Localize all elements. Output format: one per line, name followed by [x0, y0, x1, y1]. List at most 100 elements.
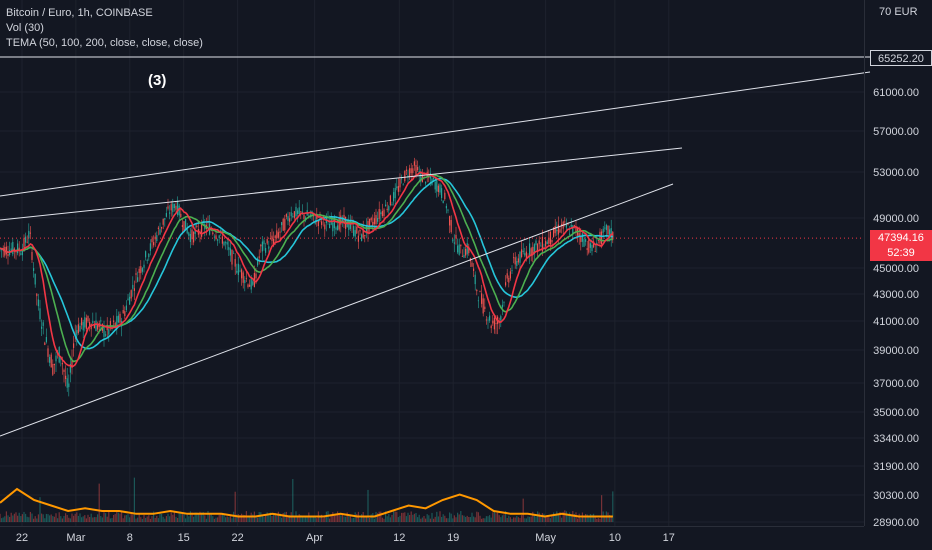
tema-indicator-label[interactable]: TEMA (50, 100, 200, close, close, close) — [6, 37, 203, 49]
volume-bar — [311, 515, 313, 522]
volume-bar — [151, 516, 153, 522]
time-tick-label: 19 — [447, 532, 459, 544]
volume-bar — [140, 517, 142, 522]
volume-bar — [340, 515, 342, 522]
candle-body — [447, 209, 449, 211]
price-tick-label: 53000.00 — [873, 167, 919, 179]
candle-body — [273, 238, 275, 245]
volume-bar — [225, 517, 227, 522]
currency-label[interactable]: 70 EUR — [879, 6, 918, 18]
volume-bar — [455, 517, 457, 522]
candle-body — [375, 215, 377, 225]
volume-bar — [197, 513, 199, 522]
candle-body — [412, 168, 414, 174]
candle-body — [143, 264, 145, 268]
candle-body — [541, 236, 543, 252]
volume-bar — [439, 511, 441, 522]
candle-body — [92, 321, 94, 323]
candle-body — [516, 261, 518, 266]
candle-body — [247, 284, 249, 288]
candle-body — [68, 383, 70, 388]
candle-body — [114, 322, 116, 327]
price-tick-label: 49000.00 — [873, 213, 919, 225]
volume-bar — [596, 518, 598, 522]
volume-bar — [269, 512, 271, 522]
volume-bar — [559, 512, 561, 522]
candle-body — [265, 248, 267, 253]
candle-body — [493, 317, 495, 330]
candle-body — [34, 273, 36, 285]
candle-body — [530, 248, 532, 256]
volume-bar — [274, 512, 276, 522]
volume-bar — [487, 516, 489, 522]
volume-bar — [12, 515, 14, 522]
volume-bar — [65, 513, 67, 522]
price-axis[interactable]: 61000.00 57000.00 53000.00 49000.00 45000.00… — [873, 87, 919, 529]
symbol-title[interactable]: Bitcoin / Euro, 1h, COINBASE — [6, 7, 153, 19]
volume-bar — [535, 516, 537, 522]
candle-body — [407, 175, 409, 177]
candle-body — [554, 226, 556, 234]
candle-body — [359, 229, 361, 232]
volume-bar — [69, 518, 71, 522]
volume-bar — [412, 514, 414, 522]
volume-bar — [239, 515, 241, 522]
candle-body — [252, 281, 254, 285]
volume-bar — [610, 515, 612, 522]
candle-body — [437, 185, 439, 193]
volume-bar — [210, 513, 212, 522]
candle-body — [138, 268, 140, 273]
volume-bar — [193, 516, 195, 522]
candle-body — [257, 258, 259, 266]
candle-body — [26, 241, 28, 243]
volume-indicator-label[interactable]: Vol (30) — [6, 22, 44, 34]
volume-bar — [405, 516, 407, 522]
price-tick-label: 41000.00 — [873, 316, 919, 328]
candle-body — [212, 232, 214, 235]
volume-bar — [111, 518, 113, 522]
volume-bar — [153, 511, 155, 522]
volume-bar — [201, 512, 203, 522]
volume-bar — [145, 517, 147, 522]
candle-body — [572, 225, 574, 235]
volume-bar — [293, 516, 295, 522]
volume-bar — [209, 512, 211, 522]
volume-bar — [309, 515, 311, 522]
candle-body — [474, 274, 476, 285]
volume-bar — [537, 511, 539, 522]
candle-body — [65, 375, 67, 379]
candle-body — [103, 326, 105, 337]
candle-body — [69, 363, 71, 373]
candle-body — [389, 195, 391, 206]
candle-body — [439, 184, 441, 193]
volume-bar — [284, 512, 286, 522]
volume-bar — [215, 517, 217, 522]
time-axis[interactable]: 22 Mar 8 15 22 Apr 12 19 May 10 17 — [16, 532, 675, 544]
candle-body — [137, 277, 139, 282]
volume-bar — [533, 515, 535, 522]
volume-bar — [322, 518, 324, 522]
candle-body — [284, 218, 286, 231]
candle-body — [287, 216, 289, 221]
candle-body — [365, 225, 367, 234]
candle-body — [354, 230, 356, 237]
candle-body — [401, 178, 403, 180]
volume-bar — [549, 518, 551, 522]
volume-bar — [127, 514, 129, 522]
volume-bar — [2, 517, 4, 522]
candle-body — [361, 234, 363, 241]
volume-bar — [258, 512, 260, 522]
volume-bar — [305, 517, 307, 522]
volume-bar — [481, 518, 483, 522]
volume-bar — [119, 513, 121, 522]
volume-bar — [265, 514, 267, 522]
volume-bar — [337, 511, 339, 522]
candle-body — [364, 234, 366, 237]
candle-body — [525, 251, 527, 259]
candle-body — [53, 363, 55, 366]
candle-body — [581, 233, 583, 242]
volume-bar — [314, 516, 316, 522]
candle-body — [292, 216, 294, 217]
volume-bar — [517, 517, 519, 522]
